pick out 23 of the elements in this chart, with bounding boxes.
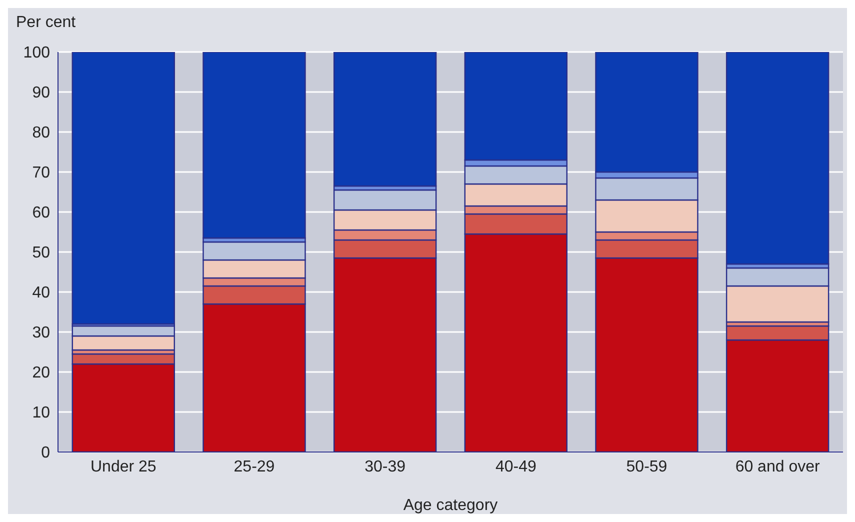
y-tick-label: 0 xyxy=(41,444,50,462)
y-axis-title: Per cent xyxy=(16,14,76,32)
y-tick-label: 70 xyxy=(32,164,50,182)
x-tick-label: 50-59 xyxy=(626,458,668,476)
y-tick-label: 80 xyxy=(32,124,50,142)
y-tick-label: 10 xyxy=(32,404,50,422)
y-tick-label: 40 xyxy=(32,284,50,302)
x-axis-title: Age category xyxy=(403,497,498,514)
bar xyxy=(72,52,175,325)
x-tick-label: 40-49 xyxy=(495,458,536,476)
y-tick-label: 90 xyxy=(32,84,50,102)
y-tick-label: 30 xyxy=(32,324,50,342)
y-tick-label: 50 xyxy=(32,244,50,262)
x-tick-label: 25-29 xyxy=(234,458,275,476)
y-tick-label: 100 xyxy=(23,44,50,62)
x-tick-label: Under 25 xyxy=(90,458,156,476)
x-tick-label: 60 and over xyxy=(735,458,821,476)
bar xyxy=(202,52,306,239)
y-tick-label: 20 xyxy=(32,364,50,382)
bar xyxy=(333,52,437,187)
x-tick-label: 30-39 xyxy=(364,458,406,476)
y-tick-label: 60 xyxy=(32,204,50,222)
bar xyxy=(726,52,830,265)
